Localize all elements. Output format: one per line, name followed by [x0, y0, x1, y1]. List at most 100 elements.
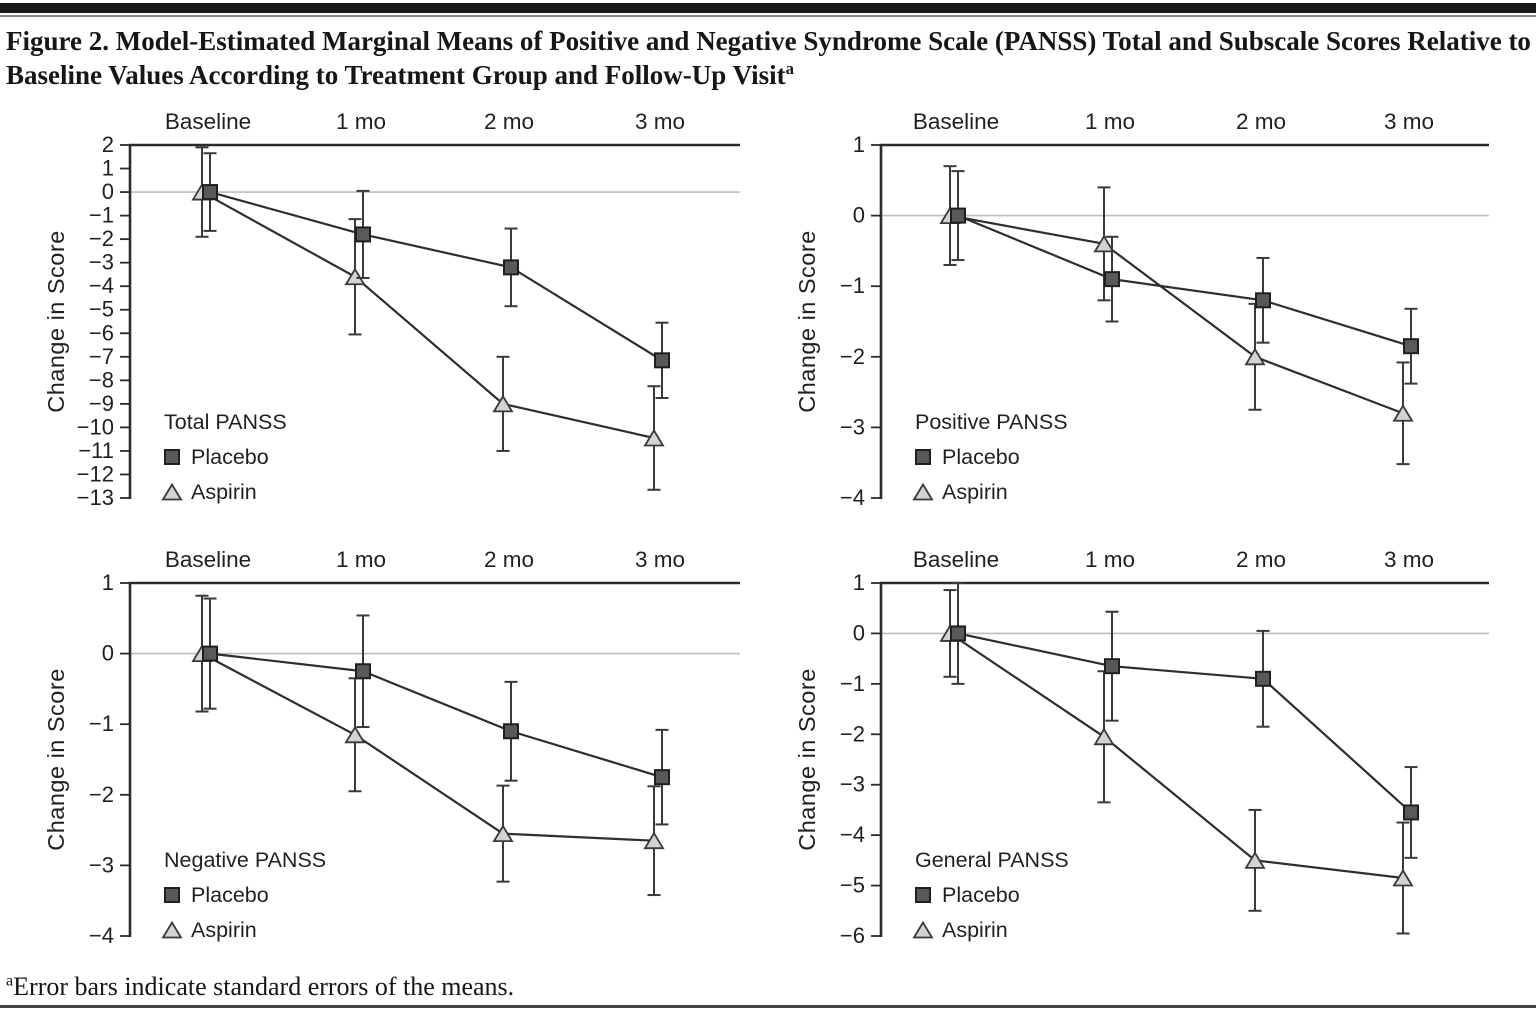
aspirin-marker — [643, 831, 665, 850]
legend-item-label: Aspirin — [191, 480, 257, 504]
legend-title: Positive PANSS — [915, 410, 1068, 434]
y-tick-label: −2 — [89, 782, 114, 807]
legend: Positive PANSS Placebo Aspirin — [912, 410, 1068, 504]
top-rule-thin — [0, 15, 1536, 17]
x-labels: Baseline 1 mo 2 mo 3 mo — [165, 547, 685, 572]
placebo-marker — [950, 625, 966, 642]
y-tick-label: −3 — [840, 772, 865, 797]
series-placebo — [950, 582, 1419, 859]
x-category-label: 2 mo — [1236, 547, 1286, 572]
y-tick-label: −12 — [77, 461, 114, 486]
series-aspirin — [939, 589, 1414, 935]
x-category-label: 3 mo — [1384, 109, 1434, 134]
x-category-label: 1 mo — [1085, 109, 1135, 134]
aspirin-marker — [344, 725, 366, 744]
series-line-aspirin — [949, 214, 1404, 415]
placebo-marker — [1403, 804, 1419, 821]
y-tick-label: −4 — [89, 923, 114, 948]
legend-placebo-marker — [915, 449, 931, 465]
y-axis-title-text: Change in Score — [794, 230, 820, 413]
y-tick-label: 0 — [853, 203, 865, 228]
y-tick-label: −9 — [89, 391, 114, 416]
aspirin-marker — [1244, 851, 1266, 869]
legend-item-label: Aspirin — [191, 918, 257, 942]
chart-total-panss: 210−1−2−3−4−5−6−7−8−9−10−11−12−13 Baselin… — [43, 109, 740, 510]
legend-item-label: Aspirin — [942, 480, 1008, 504]
figure-title: Figure 2. Model-Estimated Marginal Means… — [6, 24, 1534, 92]
x-labels: Baseline 1 mo 2 mo 3 mo — [913, 109, 1434, 134]
y-tick-label: 0 — [853, 620, 865, 645]
chart-general-panss: 1 0 −1 −2 −3 −4 −5 −6 Baseline 1 mo 2 mo 3 mo Change… — [794, 547, 1489, 948]
y-tick-label: 1 — [853, 132, 865, 157]
x-category-label: 2 mo — [1236, 109, 1286, 134]
aspirin-marker — [492, 394, 514, 413]
y-tick-label: −1 — [840, 671, 865, 696]
y-tick-label: −4 — [840, 485, 865, 510]
legend-title: Negative PANSS — [164, 848, 326, 872]
placebo-marker — [503, 259, 519, 276]
y-tick-label: −2 — [840, 344, 865, 369]
placebo-marker — [654, 352, 670, 369]
y-tick-label: −2 — [89, 226, 114, 251]
placebo-marker — [654, 769, 670, 786]
placebo-marker — [1104, 658, 1120, 675]
legend-aspirin-marker — [912, 920, 934, 939]
axes — [128, 581, 740, 937]
y-tick-label: −4 — [840, 822, 865, 847]
x-category-label: 3 mo — [635, 109, 685, 134]
y-tick-label: −1 — [89, 711, 114, 736]
y-tick-label: −8 — [89, 367, 114, 392]
aspirin-marker — [344, 267, 366, 286]
series-aspirin — [191, 594, 665, 897]
y-tick-label: 0 — [102, 641, 114, 666]
y-tick-label: −3 — [840, 414, 865, 439]
legend: Total PANSS Placebo Aspirin — [161, 410, 287, 504]
y-axis-title: Change in Score — [43, 230, 69, 413]
series-line-placebo — [209, 652, 663, 779]
legend-item-label: Aspirin — [942, 918, 1008, 942]
y-axis-ticks: 1 0 −1 −2 −3 −4 −5 −6 — [840, 570, 880, 948]
title-superscript: a — [785, 59, 794, 79]
x-category-label: 1 mo — [1085, 547, 1135, 572]
figure-title-line1: Figure 2. Model-Estimated Marginal Means… — [6, 26, 1531, 56]
series-line-placebo — [957, 214, 1412, 348]
y-tick-label: −11 — [78, 438, 114, 463]
legend-aspirin-marker — [161, 482, 183, 501]
legend-item-label: Placebo — [191, 883, 269, 907]
series-placebo — [202, 152, 670, 399]
legend-placebo-marker — [915, 887, 931, 903]
placebo-marker — [355, 663, 371, 680]
legend: Negative PANSS Placebo Aspirin — [161, 848, 326, 942]
aspirin-marker — [1392, 868, 1414, 887]
x-category-label: 1 mo — [336, 547, 386, 572]
y-tick-label: −3 — [89, 250, 114, 275]
axes — [879, 581, 1489, 937]
legend-placebo-marker — [164, 887, 180, 903]
placebo-marker — [1104, 271, 1120, 288]
x-category-label: Baseline — [913, 547, 999, 572]
aspirin-marker — [492, 824, 514, 843]
y-tick-label: 2 — [102, 132, 114, 157]
footnote-superscript: a — [6, 972, 14, 990]
series-line-placebo — [957, 632, 1412, 814]
aspirin-marker — [1392, 404, 1414, 422]
legend-item-label: Placebo — [191, 445, 269, 469]
y-axis-title-text: Change in Score — [43, 230, 69, 413]
legend-item-label: Placebo — [942, 445, 1020, 469]
y-axis-title: Change in Score — [794, 230, 820, 413]
footnote-text: Error bars indicate standard errors of t… — [13, 972, 515, 1001]
y-tick-label: 1 — [102, 156, 114, 181]
series-line-aspirin — [201, 652, 655, 842]
placebo-marker — [202, 645, 218, 662]
placebo-marker — [355, 226, 371, 243]
legend-title: General PANSS — [915, 848, 1069, 872]
legend-aspirin-marker — [912, 482, 934, 501]
top-rule-thick — [0, 3, 1536, 13]
legend: General PANSS Placebo Aspirin — [912, 848, 1069, 942]
y-tick-label: −7 — [89, 344, 114, 369]
y-axis-ticks: 210−1−2−3−4−5−6−7−8−9−10−11−12−13 — [77, 132, 129, 510]
x-labels: Baseline 1 mo 2 mo 3 mo — [913, 547, 1434, 572]
legend-placebo-marker — [164, 449, 180, 465]
x-category-label: 3 mo — [1384, 547, 1434, 572]
